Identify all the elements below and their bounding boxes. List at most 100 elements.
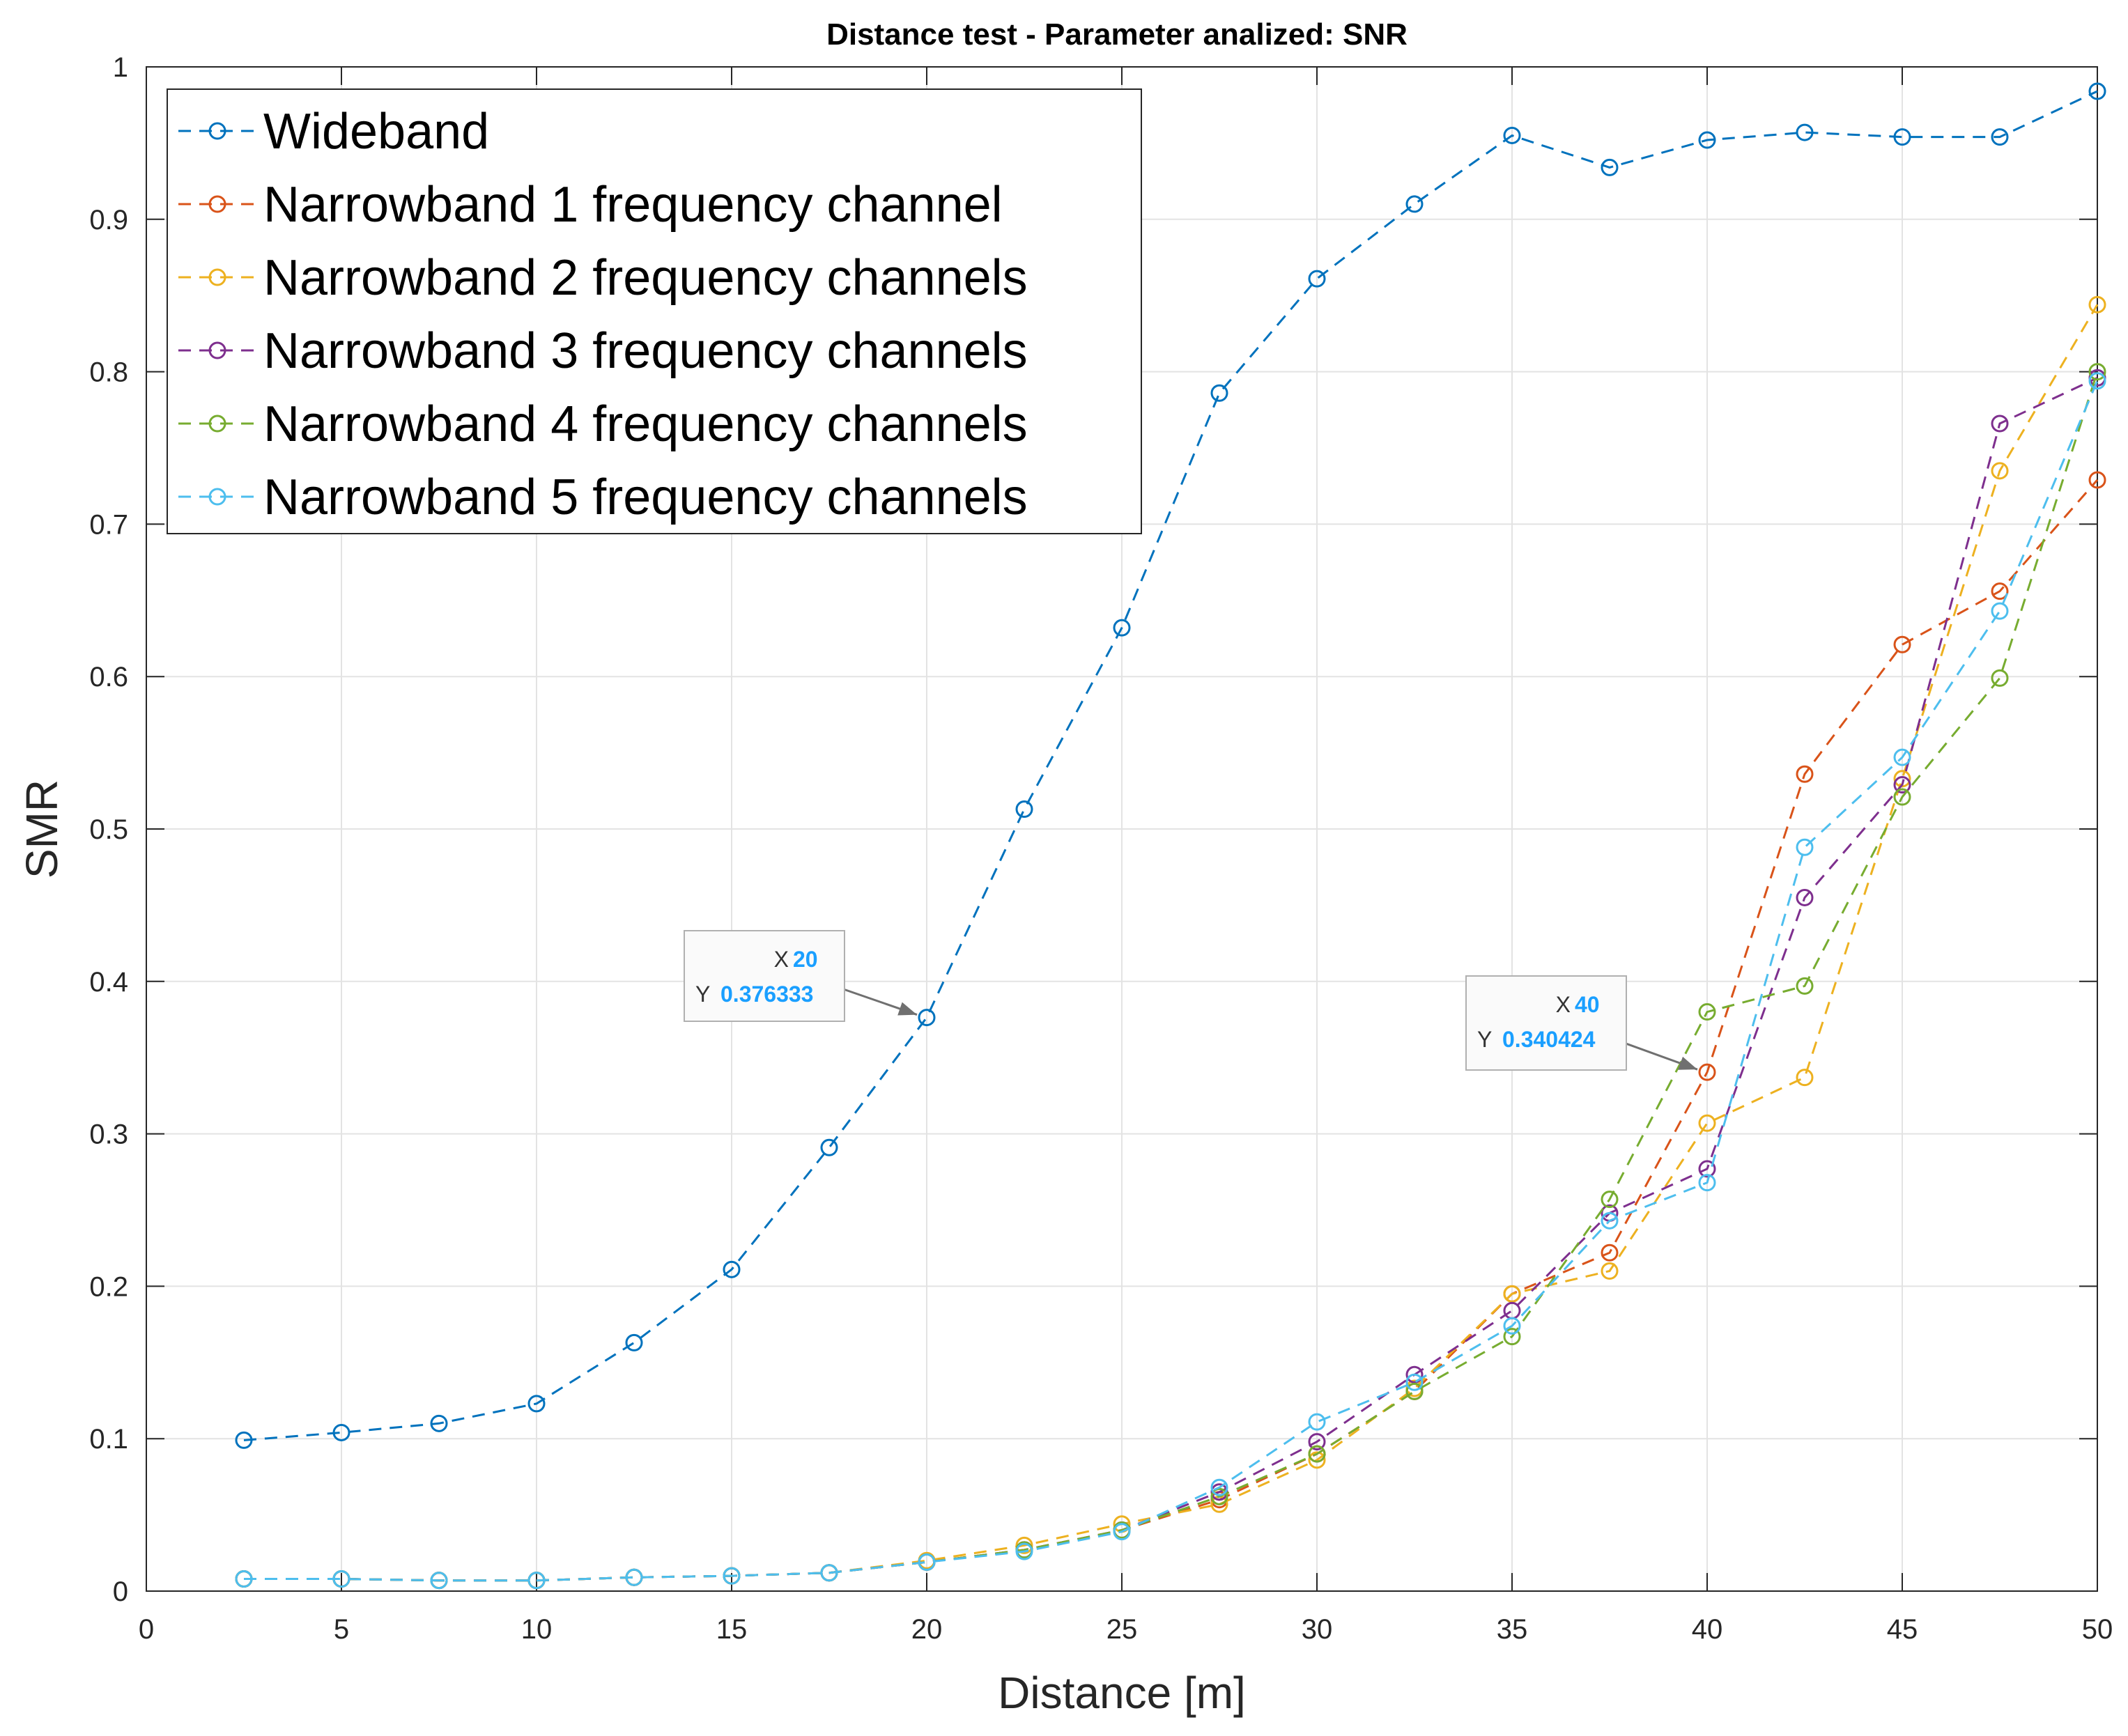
y-tick-label: 0.5	[89, 814, 128, 845]
series-line	[244, 380, 2099, 1582]
legend-box	[167, 88, 1142, 534]
x-tick-label: 5	[334, 1614, 349, 1645]
data-point	[2088, 82, 2106, 100]
axis-ticks: 0 5 10 15 20 25 30 35 40 45 50 0 0.1 0.2 0.3 0.4 0.5 0.6 0…	[89, 52, 2113, 1645]
series-1	[235, 82, 2106, 1449]
data-point	[1601, 1191, 1619, 1209]
legend-label: Narrowband 5 frequency channels	[263, 470, 1028, 525]
data-point	[918, 1009, 936, 1027]
data-point	[1991, 669, 2009, 687]
legend-label: Narrowband 3 frequency channels	[263, 323, 1028, 379]
legend-marker	[208, 341, 226, 359]
legend-marker	[208, 122, 226, 140]
data-point	[1503, 1328, 1521, 1346]
data-point	[1796, 888, 1814, 906]
legend-item: Narrowband 2 frequency channels	[178, 250, 1028, 306]
data-point	[1698, 1114, 1716, 1132]
data-point	[1405, 1365, 1424, 1384]
data-point	[1308, 1433, 1326, 1451]
data-point	[723, 1567, 741, 1585]
legend-item: Narrowband 1 frequency channel	[178, 177, 1003, 233]
legend-marker	[208, 488, 226, 506]
x-tick-label: 20	[911, 1614, 943, 1645]
data-point	[1893, 128, 1911, 146]
x-tick-label: 10	[521, 1614, 553, 1645]
data-point	[1698, 1174, 1716, 1192]
legend-label: Narrowband 2 frequency channels	[263, 250, 1028, 306]
data-tips: X 20Y 0.376333 X 40Y 0.340424	[684, 930, 1698, 1071]
x-axis-label: Distance [m]	[998, 1668, 1246, 1718]
data-point	[1503, 126, 1521, 144]
data-point	[1698, 1160, 1716, 1178]
data-tip: X 20 Y 0.376333	[684, 930, 918, 1022]
x-tick-label: 15	[716, 1614, 748, 1645]
data-point	[1503, 1285, 1521, 1303]
y-tick-label: 0.8	[89, 357, 128, 388]
data-point	[1991, 414, 2009, 433]
plot-area: 0 5 10 15 20 25 30 35 40 45 50 0 0.1 0.2 0.3 0.4 0.5 0.6 0…	[89, 52, 2113, 1645]
data-point	[820, 1138, 838, 1156]
y-tick-label: 0.3	[89, 1119, 128, 1150]
data-tip-x-label: X	[1556, 992, 1571, 1017]
data-point	[1015, 1536, 1033, 1554]
data-point	[1601, 158, 1619, 176]
legend: Wideband Narrowband 1 frequency channel Na…	[167, 88, 1142, 534]
data-point	[1308, 1413, 1326, 1431]
data-point	[2088, 295, 2106, 313]
data-point	[1698, 1003, 1716, 1021]
y-tick-label: 0.2	[89, 1271, 128, 1302]
data-point	[1405, 195, 1424, 213]
data-tip-x-label: X	[774, 947, 789, 972]
data-tip-x-value: 20	[793, 947, 818, 972]
data-tip-x-value: 40	[1575, 992, 1600, 1017]
data-point	[2088, 471, 2106, 489]
legend-marker	[208, 268, 226, 286]
data-tip: X 40 Y 0.340424	[1465, 975, 1698, 1071]
data-tip-arrowhead	[1678, 1056, 1697, 1070]
data-point	[1698, 1063, 1716, 1081]
legend-label: Wideband	[263, 104, 489, 160]
data-point	[1991, 462, 2009, 480]
chart-title: Distance test - Parameter analized: SNR	[826, 17, 1408, 52]
series-6	[235, 372, 2106, 1590]
y-tick-label: 0.7	[89, 509, 128, 540]
data-point	[1893, 788, 1911, 806]
series-line	[244, 371, 2099, 1582]
data-point	[1210, 384, 1228, 402]
data-tip-box	[684, 930, 845, 1022]
data-point	[1893, 748, 1911, 766]
data-point	[1796, 765, 1814, 783]
x-tick-label: 0	[139, 1614, 154, 1645]
data-point	[1796, 838, 1814, 856]
data-point	[1796, 1069, 1814, 1087]
x-tick-label: 50	[2082, 1614, 2113, 1645]
data-point	[625, 1333, 643, 1351]
data-point	[1015, 800, 1033, 819]
y-tick-label: 0.9	[89, 205, 128, 235]
series-line	[243, 90, 2098, 1441]
data-point	[1308, 1445, 1326, 1463]
data-point	[1405, 1382, 1424, 1400]
data-point	[1698, 131, 1716, 149]
data-point	[1601, 1243, 1619, 1262]
data-point	[1991, 128, 2009, 146]
data-point	[1991, 602, 2009, 620]
legend-item: Narrowband 3 frequency channels	[178, 323, 1028, 379]
data-tip-y-value: 0.376333	[720, 982, 813, 1007]
data-point	[2088, 363, 2106, 381]
y-tick-label: 1	[113, 52, 128, 83]
data-point	[1893, 635, 1911, 653]
y-tick-label: 0	[113, 1576, 128, 1607]
data-point	[625, 1568, 643, 1586]
data-point	[1601, 1211, 1619, 1230]
legend-item: Narrowband 5 frequency channels	[178, 470, 1028, 525]
legend-marker	[208, 414, 226, 433]
data-point	[2088, 372, 2106, 390]
data-point	[527, 1395, 546, 1413]
data-point	[1991, 582, 2009, 600]
y-tick-label: 0.4	[89, 967, 128, 998]
y-tick-label: 0.1	[89, 1424, 128, 1455]
data-point	[1308, 1451, 1326, 1469]
data-point	[430, 1572, 448, 1590]
